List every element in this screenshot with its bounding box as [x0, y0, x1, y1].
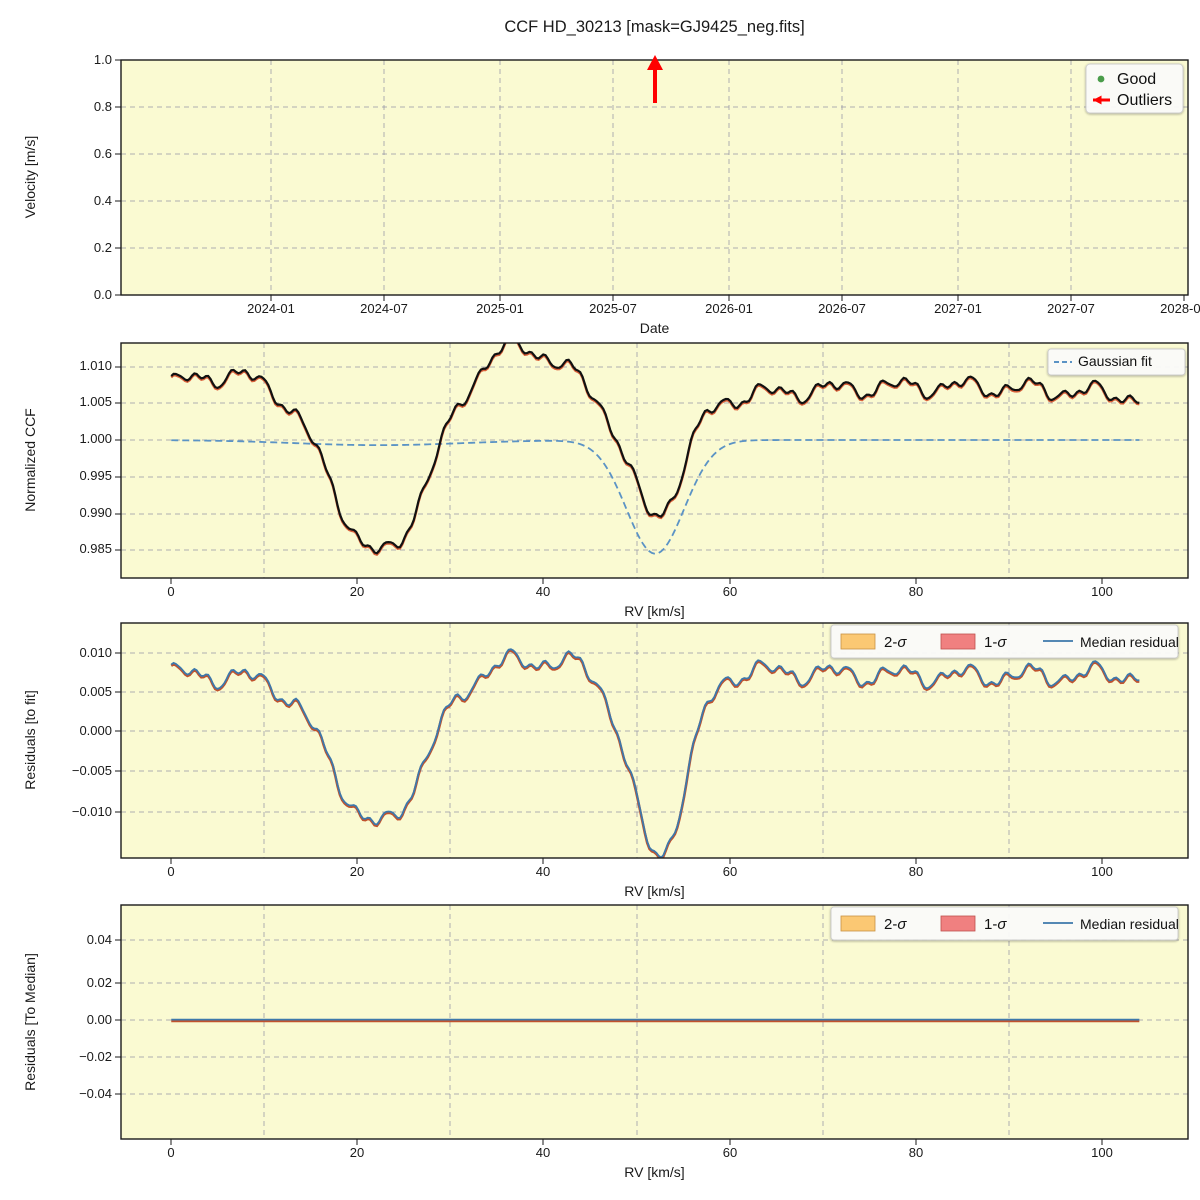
svg-text:2024-01: 2024-01: [247, 301, 295, 316]
svg-text:1-σ: 1-σ: [984, 916, 1007, 933]
svg-text:Date: Date: [640, 320, 670, 336]
svg-text:Residuals [to fit]: Residuals [to fit]: [22, 690, 38, 790]
svg-text:RV [km/s]: RV [km/s]: [624, 883, 684, 899]
svg-text:RV [km/s]: RV [km/s]: [624, 603, 684, 619]
svg-text:2027-01: 2027-01: [934, 301, 982, 316]
svg-text:1.0: 1.0: [94, 52, 112, 67]
svg-text:2-σ: 2-σ: [884, 634, 907, 651]
svg-text:0.990: 0.990: [79, 505, 112, 520]
svg-text:−0.005: −0.005: [72, 763, 112, 778]
svg-text:Velocity [m/s]: Velocity [m/s]: [22, 136, 38, 218]
svg-text:0: 0: [167, 584, 174, 599]
svg-text:1.000: 1.000: [79, 431, 112, 446]
svg-text:2027-07: 2027-07: [1047, 301, 1095, 316]
svg-text:Normalized CCF: Normalized CCF: [22, 408, 38, 511]
svg-text:2028-01: 2028-01: [1160, 301, 1200, 316]
svg-text:1.010: 1.010: [79, 358, 112, 373]
svg-text:60: 60: [723, 584, 737, 599]
svg-text:2025-01: 2025-01: [476, 301, 524, 316]
svg-text:2026-07: 2026-07: [818, 301, 866, 316]
svg-text:0.02: 0.02: [87, 975, 112, 990]
svg-text:20: 20: [350, 584, 364, 599]
svg-text:40: 40: [536, 584, 550, 599]
svg-text:Median residual: Median residual: [1080, 916, 1179, 932]
svg-text:20: 20: [350, 864, 364, 879]
svg-text:0: 0: [167, 864, 174, 879]
svg-text:80: 80: [909, 1145, 923, 1160]
svg-text:2024-07: 2024-07: [360, 301, 408, 316]
svg-text:Good: Good: [1117, 71, 1156, 88]
svg-text:0: 0: [167, 1145, 174, 1160]
svg-text:Gaussian fit: Gaussian fit: [1078, 353, 1152, 369]
svg-text:1-σ: 1-σ: [984, 634, 1007, 651]
svg-text:0.995: 0.995: [79, 468, 112, 483]
svg-text:0.2: 0.2: [94, 240, 112, 255]
svg-text:RV [km/s]: RV [km/s]: [624, 1164, 684, 1180]
svg-text:0.0: 0.0: [94, 287, 112, 302]
svg-text:−0.010: −0.010: [72, 804, 112, 819]
svg-text:0.04: 0.04: [87, 932, 112, 947]
svg-text:0.00: 0.00: [87, 1012, 112, 1027]
svg-text:80: 80: [909, 864, 923, 879]
svg-text:60: 60: [723, 1145, 737, 1160]
svg-text:−0.02: −0.02: [79, 1049, 112, 1064]
svg-text:1.005: 1.005: [79, 394, 112, 409]
svg-text:60: 60: [723, 864, 737, 879]
svg-text:0.4: 0.4: [94, 193, 112, 208]
svg-text:0.010: 0.010: [79, 645, 112, 660]
svg-text:0.8: 0.8: [94, 99, 112, 114]
svg-text:20: 20: [350, 1145, 364, 1160]
svg-text:2025-07: 2025-07: [589, 301, 637, 316]
svg-text:0.985: 0.985: [79, 541, 112, 556]
svg-text:CCF HD_30213 [mask=GJ9425_neg.: CCF HD_30213 [mask=GJ9425_neg.fits]: [504, 18, 804, 36]
svg-text:2-σ: 2-σ: [884, 916, 907, 933]
svg-text:0.005: 0.005: [79, 684, 112, 699]
svg-text:0.000: 0.000: [79, 723, 112, 738]
svg-text:Residuals [To Median]: Residuals [To Median]: [22, 953, 38, 1091]
svg-text:Outliers: Outliers: [1117, 92, 1172, 109]
svg-text:0.6: 0.6: [94, 146, 112, 161]
svg-text:Median residual: Median residual: [1080, 634, 1179, 650]
svg-text:100: 100: [1091, 584, 1113, 599]
svg-text:100: 100: [1091, 864, 1113, 879]
svg-text:2026-01: 2026-01: [705, 301, 753, 316]
svg-text:80: 80: [909, 584, 923, 599]
svg-text:40: 40: [536, 1145, 550, 1160]
svg-text:−0.04: −0.04: [79, 1086, 112, 1101]
svg-text:40: 40: [536, 864, 550, 879]
svg-text:100: 100: [1091, 1145, 1113, 1160]
